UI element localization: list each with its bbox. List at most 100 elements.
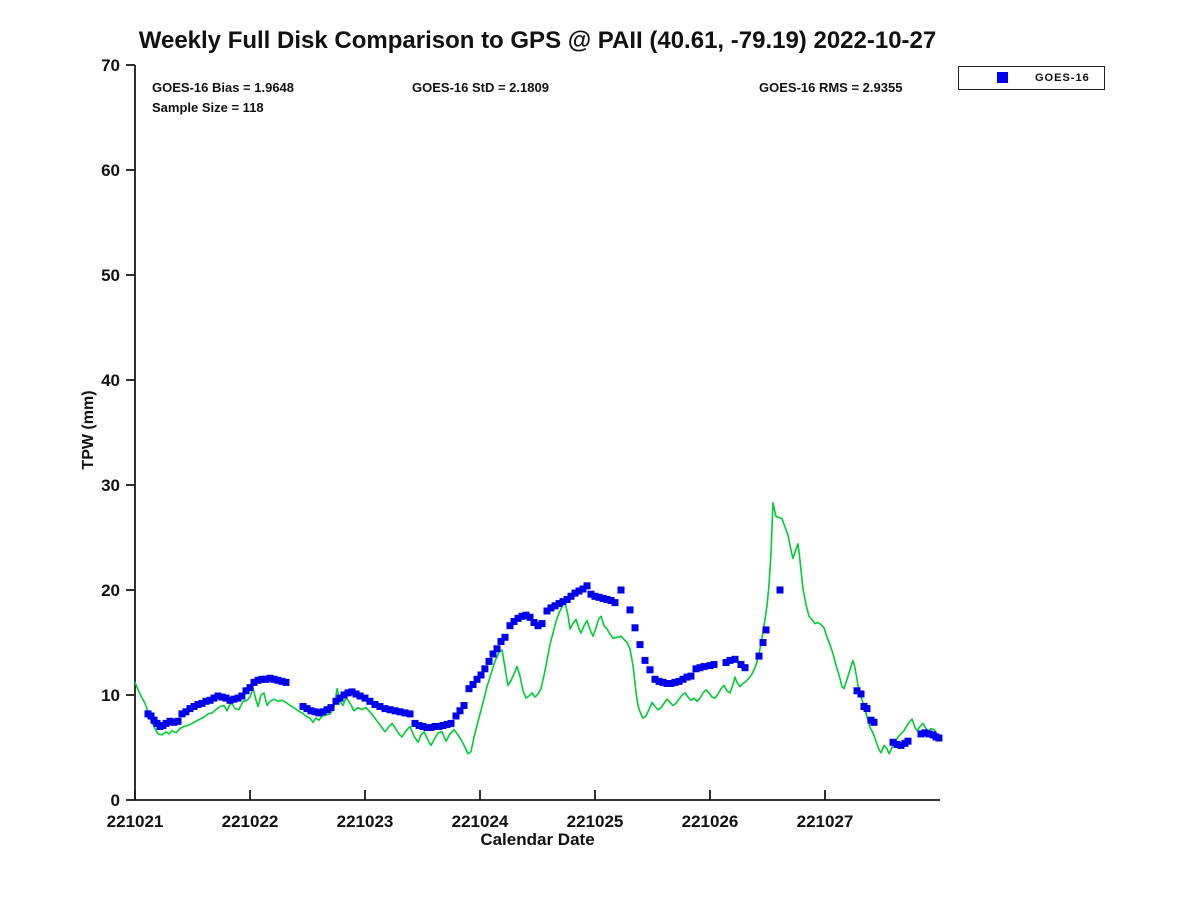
goes16-point — [447, 719, 455, 727]
goes16-point — [386, 706, 394, 714]
goes16-point — [889, 738, 897, 746]
goes16-point — [465, 685, 473, 693]
goes16-point — [344, 689, 352, 697]
goes16-point — [147, 712, 155, 720]
goes16-point — [376, 703, 384, 710]
goes16-point — [626, 606, 634, 614]
goes16-point — [396, 708, 404, 716]
goes16-point — [762, 626, 770, 634]
goes16-point — [250, 678, 258, 686]
goes16-point — [551, 602, 559, 610]
goes16-point — [361, 694, 369, 702]
goes16-point — [696, 664, 704, 672]
goes16-point — [234, 694, 242, 702]
goes16-point — [493, 645, 501, 653]
y-tick-label: 30 — [101, 476, 120, 495]
goes16-point — [522, 611, 530, 619]
goes16-point — [755, 652, 763, 660]
goes16-point — [646, 666, 654, 674]
goes16-point — [722, 659, 730, 666]
y-tick-label: 0 — [111, 791, 120, 810]
stat-sample-size: Sample Size = 118 — [152, 100, 264, 115]
goes16-point — [198, 699, 206, 707]
goes16-point — [526, 613, 534, 621]
goes16-point — [481, 665, 489, 673]
goes16-point — [489, 650, 497, 658]
goes16-point — [538, 620, 546, 628]
x-tick-label: 221024 — [452, 812, 509, 831]
goes16-point — [514, 614, 522, 622]
x-tick-label: 221023 — [337, 812, 394, 831]
goes16-point — [356, 692, 364, 700]
goes16-point — [603, 596, 611, 603]
goes16-point — [547, 604, 555, 612]
goes16-point — [776, 586, 784, 594]
goes16-point — [443, 720, 451, 728]
goes16-point — [559, 598, 567, 606]
goes16-point — [270, 675, 278, 683]
goes16-point — [595, 593, 603, 601]
y-tick-label: 70 — [101, 56, 120, 75]
goes16-point — [473, 675, 481, 683]
x-tick-label: 221025 — [567, 812, 624, 831]
goes16-point — [904, 737, 912, 745]
goes16-point — [218, 693, 226, 701]
x-tick-label: 221027 — [797, 812, 854, 831]
goes16-point — [190, 703, 198, 710]
goes16-point — [162, 719, 170, 727]
goes16-point — [737, 661, 745, 668]
goes16-point — [411, 719, 419, 727]
goes16-point — [299, 703, 307, 710]
goes16-point — [675, 677, 683, 685]
goes16-point — [518, 612, 526, 620]
goes16-point — [174, 717, 182, 725]
goes16-point — [530, 619, 538, 626]
y-tick-label: 20 — [101, 581, 120, 600]
goes16-point — [679, 675, 687, 683]
goes16-point — [327, 704, 335, 712]
goes16-point — [726, 656, 734, 664]
x-axis-label: Calendar Date — [480, 830, 595, 849]
goes16-point — [683, 673, 691, 681]
goes16-point — [893, 740, 901, 748]
goes16-point — [230, 695, 238, 703]
goes16-point — [687, 672, 695, 680]
goes16-point — [311, 708, 319, 716]
y-tick-label: 10 — [101, 686, 120, 705]
legend: GOES-16 — [958, 66, 1105, 90]
goes16-point — [439, 722, 447, 729]
goes16-point — [599, 594, 607, 602]
goes16-point — [501, 633, 509, 641]
goes16-point — [282, 678, 290, 686]
goes16-point — [186, 705, 194, 713]
goes16-point — [555, 600, 563, 608]
goes16-point — [323, 706, 331, 714]
y-axis-ticks: 0 10 20 30 40 50 60 70 — [101, 56, 135, 810]
goes16-point — [419, 723, 427, 730]
goes16-markers — [144, 582, 943, 749]
goes16-point — [759, 639, 767, 646]
goes16-point — [262, 675, 270, 683]
goes16-point — [194, 701, 202, 708]
goes16-point — [587, 590, 595, 598]
x-tick-label: 221021 — [107, 812, 164, 831]
stat-rms: GOES-16 RMS = 2.9355 — [759, 80, 903, 95]
goes16-point — [238, 692, 246, 700]
goes16-point — [352, 690, 360, 698]
goes16-point — [925, 730, 933, 738]
goes16-point — [427, 724, 435, 731]
goes16-point — [897, 741, 905, 749]
goes16-point — [583, 582, 591, 590]
goes16-point — [935, 734, 943, 742]
goes16-point — [579, 585, 587, 593]
goes16-point — [222, 694, 230, 702]
goes16-point — [636, 641, 644, 649]
goes16-point — [254, 676, 262, 684]
goes16-point — [611, 599, 619, 607]
goes16-point — [366, 697, 374, 705]
goes16-point — [170, 718, 178, 726]
goes16-point — [651, 675, 659, 683]
goes16-point — [510, 618, 518, 625]
goes16-point — [456, 707, 464, 715]
y-tick-label: 40 — [101, 371, 120, 390]
